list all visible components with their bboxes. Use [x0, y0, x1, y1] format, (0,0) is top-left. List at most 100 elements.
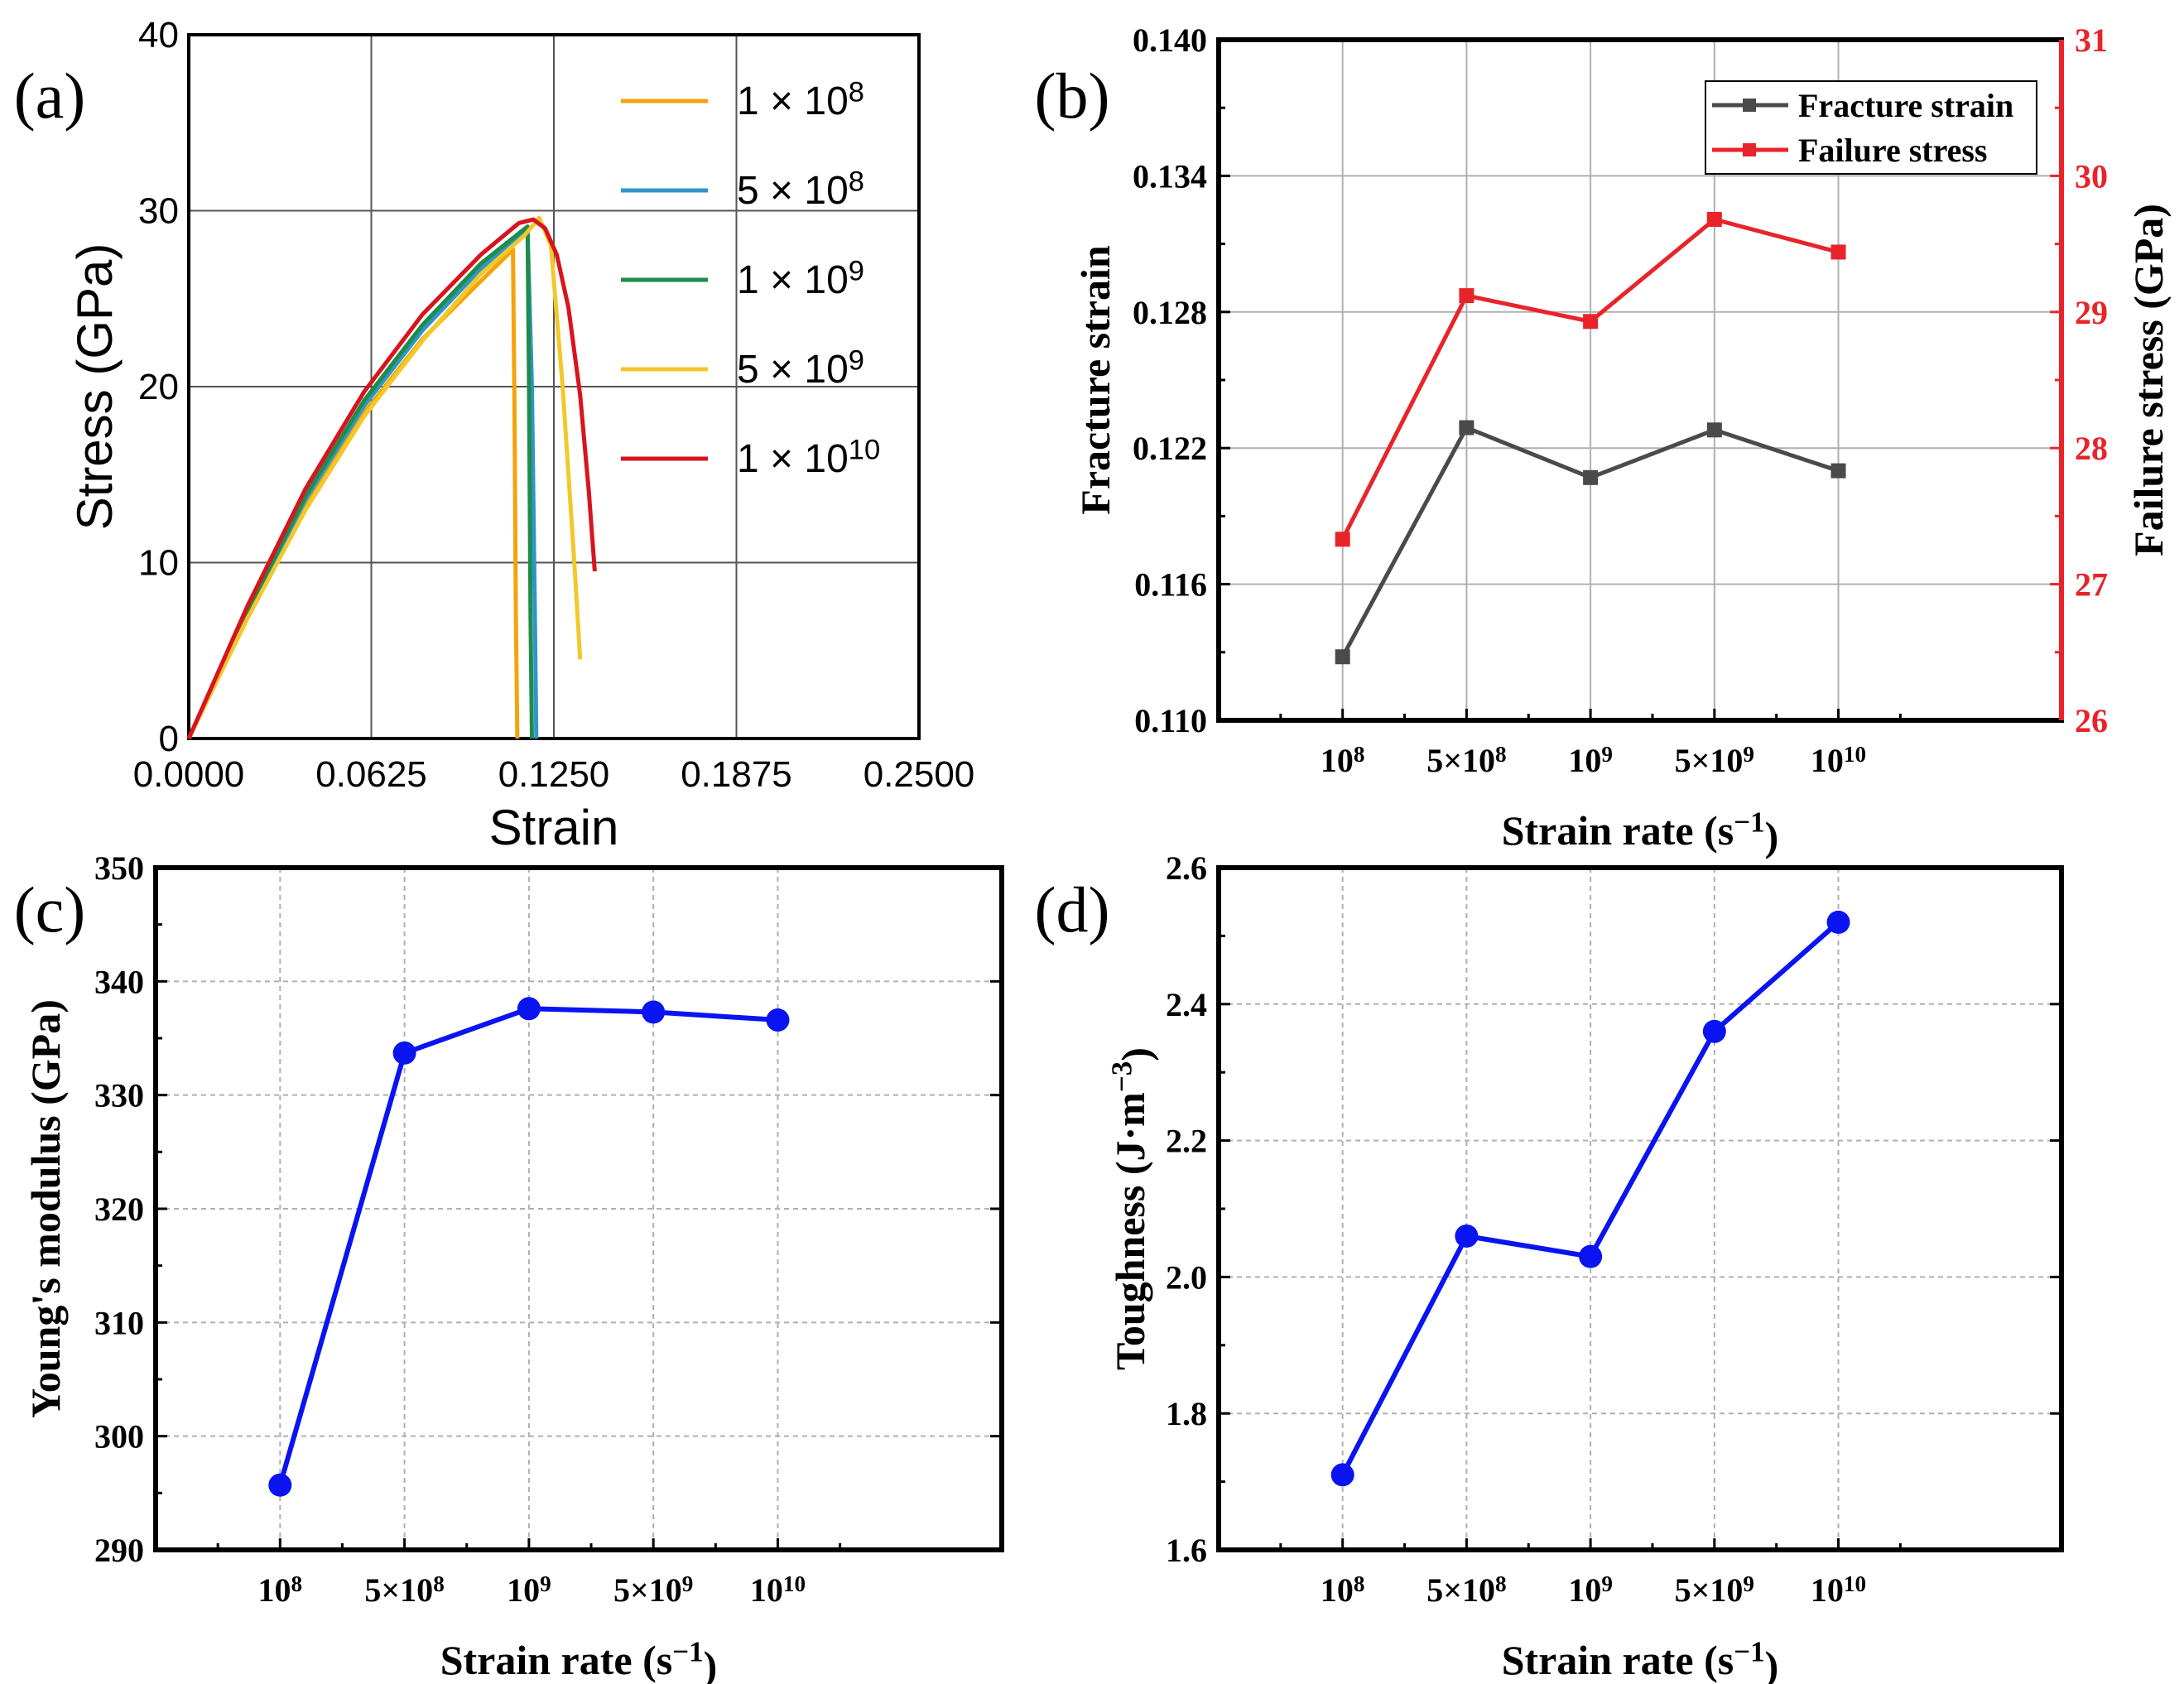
y-tick-label-right: 27: [2075, 566, 2108, 604]
x-tick-label: 0.0625: [315, 754, 427, 795]
data-marker: [1706, 212, 1722, 228]
data-marker: [1830, 244, 1846, 260]
panel-d: (d) 1.6 1.8 2.0 2.2 2.4 2.6 108 5×108 109 5×109 101…: [1035, 849, 2064, 1684]
legend-label: 1 × 1010: [737, 434, 880, 481]
y-tick-label: 30: [138, 191, 179, 232]
y-tick-label: 0.122: [1133, 430, 1207, 467]
y-axis-title: Toughness (J·m−3): [1105, 1047, 1159, 1370]
y-tick-label: 0.110: [1134, 702, 1207, 739]
y-tick-label: 320: [94, 1191, 144, 1228]
data-marker: [1330, 1463, 1354, 1487]
y-tick-label: 10: [138, 543, 179, 584]
y-tick-label: 2.0: [1166, 1258, 1207, 1296]
data-marker: [268, 1473, 292, 1497]
x-tick-label: 0.2500: [863, 754, 975, 795]
x-axis-title: Strain rate (s−1): [1502, 806, 1779, 859]
data-marker: [392, 1041, 416, 1065]
series-line: [186, 215, 583, 740]
y-tick-label-right: 26: [2075, 702, 2108, 739]
y-axis-title: Stress (GPa): [67, 243, 123, 531]
data-marker: [1459, 420, 1474, 435]
x-tick-label: 108: [1321, 1571, 1365, 1609]
panel-a: (a) 0.0000 0.0625 0.1250 0.1875 0.2500 0 10 20 30…: [14, 15, 975, 855]
data-marker: [1459, 288, 1474, 304]
data-marker: [1702, 1019, 1726, 1043]
x-tick-label: 5×109: [613, 1571, 693, 1609]
x-tick-label: 1010: [750, 1571, 806, 1609]
panel-label-a: (a): [14, 60, 86, 132]
y-tick-label: 0: [159, 719, 179, 759]
x-tick-label: 5×108: [364, 1571, 444, 1609]
x-tick-label: 109: [1568, 1571, 1613, 1609]
data-marker: [1583, 314, 1599, 330]
panel-c: (c) 290 300 310 320 330 340 350 108 5×108 109 5×109…: [14, 849, 1004, 1684]
x-tick-label: 0.0000: [133, 754, 245, 795]
data-marker: [1455, 1224, 1479, 1248]
y-tick-label: 1.6: [1166, 1532, 1207, 1569]
panel-label-d: (d): [1035, 873, 1110, 945]
data-marker: [1579, 1244, 1603, 1268]
x-tick-label: 1010: [1811, 1571, 1866, 1609]
y-tick-label-right: 31: [2075, 22, 2108, 59]
panel-label-c: (c): [14, 873, 86, 945]
series-line: [186, 226, 539, 740]
x-tick-label: 0.1875: [681, 754, 792, 795]
y-tick-label: 2.4: [1166, 986, 1207, 1023]
y-tick-label: 340: [94, 963, 144, 1000]
y-tick-label: 300: [94, 1418, 144, 1455]
y-tick-label: 2.2: [1166, 1123, 1207, 1160]
plot-frame: [1216, 865, 2064, 1552]
series-line: [186, 217, 597, 740]
x-tick-label: 0.1250: [498, 754, 610, 795]
panel-label-b: (b): [1035, 60, 1110, 132]
y-tick-label: 290: [94, 1532, 144, 1569]
x-tick-label: 108: [1321, 742, 1365, 779]
x-tick-label: 5×109: [1675, 742, 1754, 779]
y-tick-label-right: 29: [2075, 294, 2108, 331]
x-tick-label: 5×108: [1426, 1571, 1506, 1609]
y-tick-label: 0.140: [1133, 22, 1207, 59]
y-axis-title-right: Failure stress (GPa): [2125, 204, 2172, 556]
y-tick-label-right: 30: [2075, 157, 2108, 195]
data-marker: [1583, 469, 1599, 485]
panel-b: (b) 0.110 0.116 0.122 0.128 0.134 0.140 26 27 28 2…: [1035, 22, 2172, 859]
legend-label: Failure stress: [1798, 132, 1988, 169]
data-marker: [1830, 463, 1846, 479]
data-marker: [1826, 910, 1850, 934]
legend-label: 5 × 109: [737, 344, 864, 392]
y-tick-label: 310: [94, 1304, 144, 1341]
data-marker: [642, 1000, 666, 1024]
x-tick-label: 1010: [1811, 742, 1866, 779]
y-tick-label: 1.8: [1166, 1395, 1207, 1432]
y-tick-label: 0.134: [1133, 157, 1207, 195]
data-marker: [1335, 532, 1350, 547]
x-tick-label: 5×108: [1426, 742, 1506, 779]
x-axis-title: Strain: [489, 800, 619, 855]
x-tick-label: 108: [257, 1571, 302, 1609]
plot-frame: [187, 33, 921, 740]
series-line: [186, 247, 520, 740]
y-axis-title: Young's modulus (GPa): [22, 999, 69, 1418]
series-line: [186, 224, 534, 740]
y-tick-label: 0.128: [1133, 294, 1207, 331]
data-marker: [1706, 422, 1722, 438]
y-tick-label: 40: [138, 15, 179, 55]
data-marker: [1335, 649, 1350, 665]
legend-box: [1705, 80, 2037, 175]
y-tick-label: 0.116: [1134, 566, 1207, 604]
x-axis-title: Strain rate (s−1): [440, 1635, 718, 1684]
legend-label: 1 × 109: [737, 255, 864, 302]
y-tick-label: 350: [94, 849, 144, 887]
data-marker: [517, 997, 541, 1021]
legend-label: Fracture strain: [1798, 87, 2013, 124]
x-tick-label: 109: [507, 1571, 551, 1609]
x-tick-label: 5×109: [1675, 1571, 1754, 1609]
y-tick-label: 2.6: [1166, 849, 1207, 887]
x-axis-title: Strain rate (s−1): [1502, 1635, 1779, 1684]
x-tick-label: 109: [1568, 742, 1613, 779]
legend-marker: [1743, 143, 1756, 156]
y-tick-label: 330: [94, 1077, 144, 1114]
legend-label: 1 × 108: [737, 76, 864, 123]
y-axis-title-left: Fracture strain: [1072, 245, 1118, 515]
